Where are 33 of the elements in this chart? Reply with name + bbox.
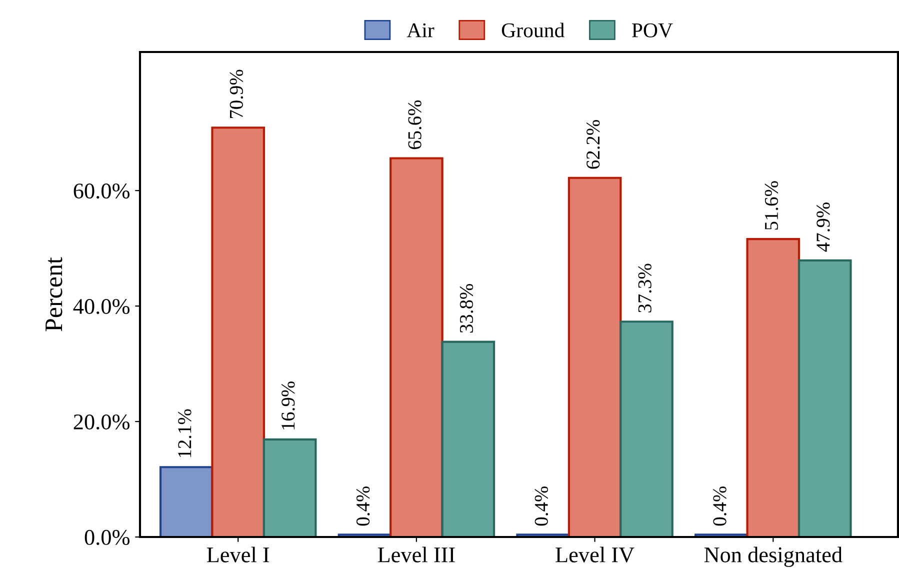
bar [441, 340, 496, 537]
bar [390, 157, 444, 537]
legend-label: Ground [502, 22, 564, 38]
y-tick-label: 0.0% [84, 530, 130, 546]
x-tick-label: Level III [378, 546, 455, 562]
bar [211, 126, 265, 537]
bar [620, 320, 674, 537]
bar [262, 438, 317, 537]
data-label: 16.9% [282, 382, 295, 430]
legend-label: POV [632, 23, 673, 38]
data-label: 51.6% [764, 181, 778, 230]
y-tick-label: 40.0% [73, 298, 130, 314]
data-label: 0.4% [713, 486, 726, 526]
x-tick-label: Level I [206, 546, 270, 562]
data-label: 47.9% [816, 202, 830, 252]
bar [159, 466, 214, 537]
data-label: 33.8% [460, 284, 474, 333]
bar [798, 259, 852, 537]
data-label: 37.3% [638, 264, 652, 312]
x-tick-label: Level IV [556, 546, 634, 562]
bar [746, 238, 800, 537]
y-tick-label: 60.0% [74, 184, 130, 199]
legend-label: Air [406, 23, 434, 38]
data-label: 65.6% [408, 100, 422, 150]
bar [568, 176, 622, 537]
data-label: 62.2% [586, 120, 600, 169]
data-label: 0.4% [356, 486, 370, 526]
data-label: 12.1% [178, 409, 192, 458]
y-axis-title: Percent [46, 257, 62, 332]
data-label: 0.4% [534, 486, 548, 526]
y-tick-label: 20.0% [74, 414, 130, 430]
data-label: 70.9% [230, 70, 244, 118]
x-tick-label: Non designated [704, 546, 842, 567]
